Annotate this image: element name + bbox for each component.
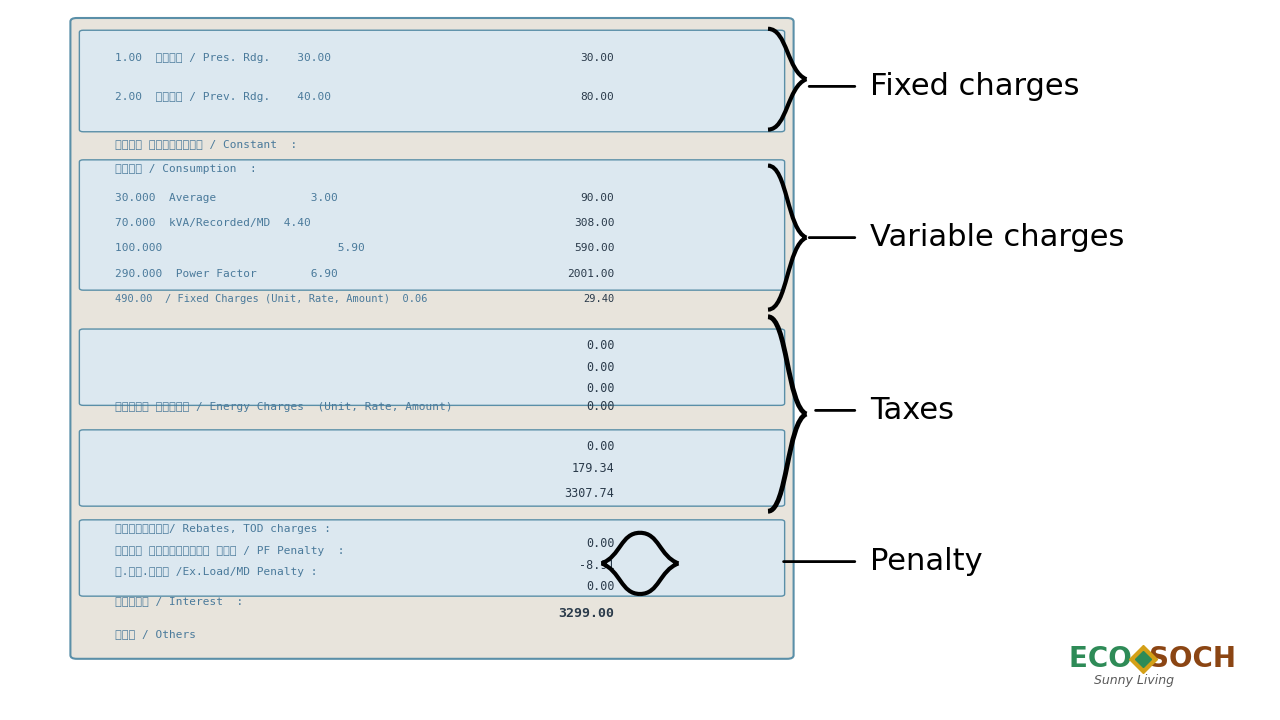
Text: 30.00: 30.00 <box>581 53 614 63</box>
Text: 2.00  ಮಾಪನ / Prev. Rdg.    40.00: 2.00 ಮಾಪನ / Prev. Rdg. 40.00 <box>115 92 332 102</box>
Text: 30.000  Average              3.00: 30.000 Average 3.00 <box>115 193 338 203</box>
Text: Variable charges: Variable charges <box>870 223 1125 252</box>
Text: ಮಾಪನ ಸ್ಥಿರಾಂಕ / Constant  :: ಮಾಪನ ಸ್ಥಿರಾಂಕ / Constant : <box>115 139 297 149</box>
Text: 590.00: 590.00 <box>573 243 614 253</box>
Text: Fixed charges: Fixed charges <box>870 72 1080 101</box>
Text: ಬಳಕೆ / Consumption  :: ಬಳಕೆ / Consumption : <box>115 164 257 174</box>
Text: ಏರ್ಜು ಕಳ್ಳೆ / Energy Charges  (Unit, Rate, Amount): ಏರ್ಜು ಕಳ್ಳೆ / Energy Charges (Unit, Rate… <box>115 402 453 412</box>
Text: 29.40: 29.40 <box>584 294 614 304</box>
Text: SOCH: SOCH <box>1149 645 1236 672</box>
Text: 0.00: 0.00 <box>586 339 614 352</box>
Text: 0.00: 0.00 <box>586 382 614 395</box>
FancyBboxPatch shape <box>79 329 785 405</box>
Text: 100.000                          5.90: 100.000 5.90 <box>115 243 365 253</box>
FancyBboxPatch shape <box>79 520 785 596</box>
Text: 3299.00: 3299.00 <box>558 607 614 620</box>
FancyBboxPatch shape <box>79 30 785 132</box>
Text: 2001.00: 2001.00 <box>567 269 614 279</box>
Text: 80.00: 80.00 <box>581 92 614 102</box>
FancyBboxPatch shape <box>79 160 785 290</box>
FancyBboxPatch shape <box>79 430 785 506</box>
Text: Taxes: Taxes <box>870 396 955 425</box>
Text: 3307.74: 3307.74 <box>564 487 614 500</box>
Text: ರಿಯಾಯಿತಿ/ Rebates, TOD charges :: ರಿಯಾಯಿತಿ/ Rebates, TOD charges : <box>115 524 332 534</box>
Text: ECO: ECO <box>1069 645 1142 672</box>
Text: 0.00: 0.00 <box>586 580 614 593</box>
Text: Sunny Living: Sunny Living <box>1094 674 1175 687</box>
Text: Penalty: Penalty <box>870 547 983 576</box>
Text: 290.000  Power Factor        6.90: 290.000 Power Factor 6.90 <box>115 269 338 279</box>
Text: 1.00  ಮಾಪನ / Pres. Rdg.    30.00: 1.00 ಮಾಪನ / Pres. Rdg. 30.00 <box>115 53 332 63</box>
Text: 0.00: 0.00 <box>586 537 614 550</box>
Text: ಬಡ್ಡಿ / Interest  :: ಬಡ್ಡಿ / Interest : <box>115 596 243 606</box>
Text: ಪವರ್ ಫ್ಯಾಕ್ಟರ್ ದಂಡ / PF Penalty  :: ಪವರ್ ಫ್ಯಾಕ್ಟರ್ ದಂಡ / PF Penalty : <box>115 546 344 556</box>
Text: 490.00  / Fixed Charges (Unit, Rate, Amount)  0.06: 490.00 / Fixed Charges (Unit, Rate, Amou… <box>115 294 428 304</box>
Text: 179.34: 179.34 <box>572 462 614 474</box>
Text: 308.00: 308.00 <box>573 218 614 228</box>
Text: 0.00: 0.00 <box>586 361 614 374</box>
FancyBboxPatch shape <box>70 18 794 659</box>
Text: 0.00: 0.00 <box>586 400 614 413</box>
Text: 0.00: 0.00 <box>586 440 614 453</box>
Text: ಕ.ಲೋ.ದಂಡ /Ex.Load/MD Penalty :: ಕ.ಲೋ.ದಂಡ /Ex.Load/MD Penalty : <box>115 567 317 577</box>
Text: 90.00: 90.00 <box>581 193 614 203</box>
Text: -8.91: -8.91 <box>579 559 614 572</box>
Text: 70.000  kVA/Recorded/MD  4.40: 70.000 kVA/Recorded/MD 4.40 <box>115 218 311 228</box>
Text: ಇತರ / Others: ಇತರ / Others <box>115 629 196 639</box>
